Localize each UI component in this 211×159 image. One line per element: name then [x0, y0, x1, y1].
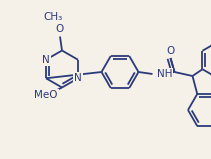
Text: O: O: [56, 24, 64, 35]
Text: MeO: MeO: [34, 90, 58, 100]
Text: CH₃: CH₃: [43, 13, 63, 23]
Text: N: N: [74, 73, 82, 83]
Text: N: N: [42, 55, 50, 65]
Text: NH: NH: [157, 69, 172, 79]
Text: O: O: [166, 46, 175, 56]
